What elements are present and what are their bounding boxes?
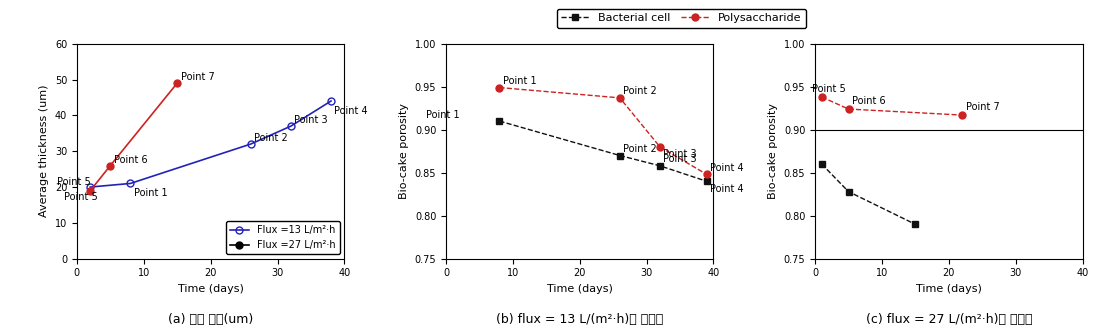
Text: Point 5: Point 5 bbox=[812, 84, 845, 94]
Text: Point 5: Point 5 bbox=[57, 177, 90, 187]
Text: Point 3: Point 3 bbox=[664, 149, 697, 159]
Text: (a) 평균 높이(um): (a) 평균 높이(um) bbox=[168, 313, 253, 326]
Text: Point 4: Point 4 bbox=[334, 106, 368, 116]
Text: Point 7: Point 7 bbox=[180, 72, 214, 82]
Text: Point 7: Point 7 bbox=[966, 102, 999, 112]
Y-axis label: Bio-cake porosity: Bio-cake porosity bbox=[399, 103, 409, 199]
Text: (c) flux = 27 L/(m²·h)의 공극률: (c) flux = 27 L/(m²·h)의 공극률 bbox=[866, 313, 1032, 326]
Text: (b) flux = 13 L/(m²·h)의 공극률: (b) flux = 13 L/(m²·h)의 공극률 bbox=[496, 313, 664, 326]
Text: Point 6: Point 6 bbox=[113, 155, 147, 165]
Text: Point 1: Point 1 bbox=[134, 188, 167, 198]
Text: Point 2: Point 2 bbox=[254, 133, 288, 143]
Y-axis label: Bio-cake porosity: Bio-cake porosity bbox=[768, 103, 778, 199]
Y-axis label: Average thickness (um): Average thickness (um) bbox=[40, 85, 49, 217]
Text: Point 4: Point 4 bbox=[710, 184, 744, 194]
Legend: Bacterial cell, Polysaccharide: Bacterial cell, Polysaccharide bbox=[557, 9, 806, 28]
Text: Point 1: Point 1 bbox=[503, 76, 536, 86]
Text: Point 5: Point 5 bbox=[64, 192, 98, 202]
Text: Point 3: Point 3 bbox=[295, 115, 328, 125]
Text: Point 2: Point 2 bbox=[623, 86, 657, 96]
Legend: Flux =13 L/m²·h, Flux =27 L/m²·h: Flux =13 L/m²·h, Flux =27 L/m²·h bbox=[226, 221, 340, 254]
Text: Point 6: Point 6 bbox=[852, 96, 886, 106]
Text: Point 3: Point 3 bbox=[664, 154, 697, 164]
X-axis label: Time (days): Time (days) bbox=[915, 284, 981, 294]
Text: Point 2: Point 2 bbox=[623, 144, 657, 154]
Text: Point 1: Point 1 bbox=[426, 110, 459, 120]
Text: Point 4: Point 4 bbox=[710, 163, 744, 173]
X-axis label: Time (days): Time (days) bbox=[547, 284, 612, 294]
X-axis label: Time (days): Time (days) bbox=[178, 284, 244, 294]
